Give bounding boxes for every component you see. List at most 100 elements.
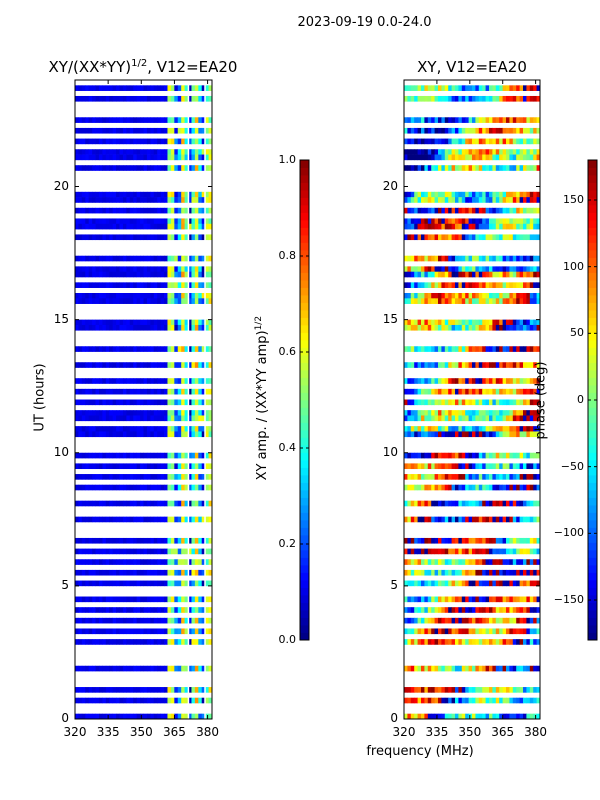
heatmap-cell — [85, 687, 90, 693]
heatmap-cell — [485, 298, 490, 304]
heatmap-cell — [153, 95, 158, 102]
heatmap-cell — [485, 197, 490, 203]
heatmap-cell — [92, 548, 96, 555]
heatmap-cell — [188, 165, 192, 171]
heatmap-cell — [478, 191, 483, 198]
heatmap-cell — [205, 127, 209, 134]
heatmap-cell — [523, 298, 527, 304]
heatmap-cell — [167, 537, 172, 544]
heatmap-cell — [489, 431, 493, 438]
heatmap-cell — [205, 138, 209, 145]
heatmap-cell — [492, 537, 497, 544]
heatmap-cell — [88, 617, 93, 624]
heatmap-cell — [468, 431, 473, 438]
heatmap-cell — [194, 95, 199, 102]
heatmap-cell — [502, 266, 507, 273]
heatmap-cell — [516, 617, 520, 624]
heatmap-cell — [81, 298, 86, 304]
heatmap-cell — [153, 426, 158, 432]
heatmap-cell — [164, 463, 168, 470]
heatmap-cell — [482, 127, 486, 134]
heatmap-cell — [455, 117, 459, 123]
heatmap-cell — [126, 537, 131, 544]
colorbar-segment — [300, 317, 309, 326]
heatmap-cell — [198, 191, 203, 198]
heatmap-cell — [167, 463, 172, 470]
heatmap-cell — [475, 223, 480, 230]
heatmap-cell — [455, 687, 459, 693]
heatmap-cell — [102, 218, 107, 225]
heatmap-cell — [438, 548, 442, 555]
colorbar-tick-label: 0.4 — [278, 441, 297, 454]
heatmap-cell — [116, 319, 120, 326]
heatmap-cell — [438, 399, 442, 406]
heatmap-cell — [417, 596, 422, 603]
heatmap-cell — [160, 149, 165, 155]
heatmap-cell — [188, 362, 192, 368]
heatmap-cell — [112, 378, 117, 384]
heatmap-cell — [482, 559, 486, 565]
heatmap-cell — [153, 255, 158, 262]
heatmap-cell — [88, 580, 93, 587]
heatmap-cell — [506, 426, 510, 432]
heatmap-cell — [167, 207, 172, 214]
heatmap-cell — [174, 569, 179, 576]
heatmap-cell — [184, 415, 189, 422]
heatmap-cell — [208, 569, 213, 576]
heatmap-cell — [468, 95, 473, 102]
heatmap-cell — [465, 410, 469, 416]
heatmap-cell — [431, 319, 435, 326]
heatmap-cell — [502, 713, 507, 720]
heatmap-cell — [451, 452, 456, 459]
heatmap-cell — [529, 410, 534, 416]
colorbar-segment — [300, 295, 309, 303]
heatmap-cell — [475, 85, 480, 91]
heatmap-cell — [78, 537, 83, 544]
heatmap-cell — [478, 138, 483, 145]
heatmap-cell — [465, 474, 469, 480]
heatmap-cell — [105, 431, 110, 438]
heatmap-cell — [208, 410, 213, 416]
heatmap-cell — [502, 500, 507, 507]
heatmap-cell — [181, 516, 185, 523]
heatmap-cell — [407, 569, 412, 576]
heatmap-cell — [458, 596, 463, 603]
heatmap-cell — [191, 665, 196, 672]
heatmap-cell — [441, 255, 446, 262]
heatmap-cell — [526, 713, 531, 720]
heatmap-cell — [489, 628, 493, 635]
heatmap-cell — [458, 516, 463, 523]
heatmap-cell — [526, 548, 531, 555]
heatmap-cell — [153, 697, 158, 704]
heatmap-cell — [208, 378, 213, 384]
heatmap-cell — [499, 271, 503, 278]
heatmap-cell — [441, 569, 446, 576]
heatmap-cell — [122, 463, 127, 470]
heatmap-cell — [468, 713, 473, 720]
heatmap-cell — [177, 388, 182, 395]
heatmap-cell — [181, 271, 185, 278]
heatmap-cell — [499, 197, 503, 203]
heatmap-cell — [461, 117, 466, 123]
heatmap-cell — [143, 255, 148, 262]
heatmap-cell — [153, 319, 158, 326]
heatmap-cell — [410, 197, 415, 203]
heatmap-cell — [455, 463, 459, 470]
heatmap-cell — [102, 165, 107, 171]
heatmap-cell — [441, 154, 446, 161]
heatmap-cell — [502, 293, 507, 299]
heatmap-cell — [198, 127, 203, 134]
heatmap-cell — [434, 665, 439, 672]
heatmap-cell — [489, 410, 493, 416]
heatmap-cell — [414, 282, 418, 288]
heatmap-cell — [143, 165, 148, 171]
heatmap-cell — [472, 282, 476, 288]
heatmap-cell — [461, 596, 466, 603]
heatmap-cell — [410, 628, 415, 635]
heatmap-cell — [458, 378, 463, 384]
heatmap-cell — [414, 95, 418, 102]
heatmap-cell — [448, 697, 452, 704]
heatmap-cell — [170, 191, 175, 198]
heatmap-cell — [489, 117, 493, 123]
heatmap-cell — [441, 580, 446, 587]
